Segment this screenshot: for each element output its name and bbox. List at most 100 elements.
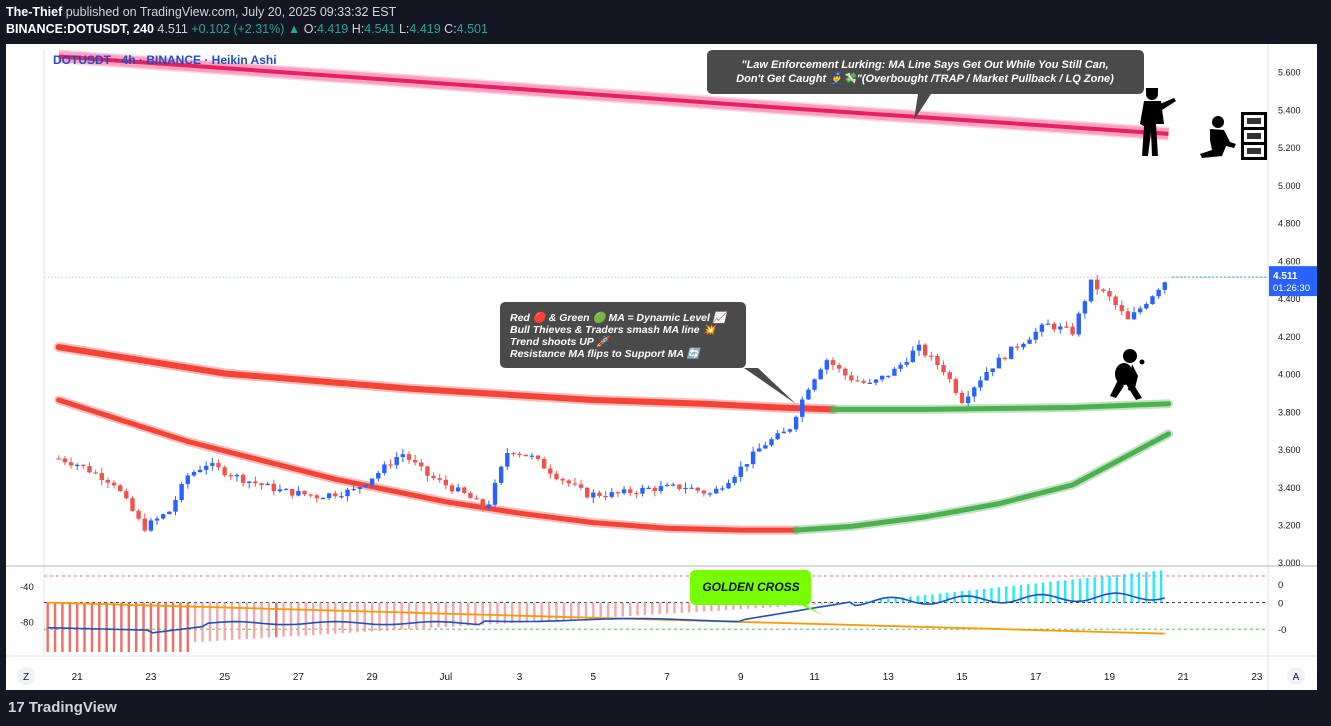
trap-callout[interactable]: "Law Enforcement Lurking: MA Line Says G… <box>707 50 1144 120</box>
candle-body <box>627 489 633 494</box>
histogram-bar <box>422 602 425 629</box>
candle-body <box>572 483 578 485</box>
candle-body <box>1119 305 1124 312</box>
candle-body <box>363 484 369 488</box>
price-tick-label: 3.800 <box>1278 407 1301 417</box>
histogram-bar <box>1145 571 1148 603</box>
candle-body <box>62 458 68 463</box>
histogram-bar <box>1064 580 1067 603</box>
candle-body <box>855 380 860 382</box>
histogram-bar <box>289 602 293 637</box>
histogram-bar <box>186 602 189 652</box>
candle-body <box>277 489 283 492</box>
histogram-bar <box>606 602 610 618</box>
histogram-bar <box>341 602 344 634</box>
chart-header: The-Thief published on TradingView.com, … <box>0 0 1331 44</box>
candle-body <box>750 451 756 465</box>
histogram-bar <box>1078 578 1082 603</box>
auto-scale-button[interactable] <box>1287 667 1305 685</box>
golden-cross-callout[interactable]: GOLDEN CROSS <box>690 570 824 616</box>
histogram-bar <box>98 602 101 652</box>
histogram-bar <box>746 602 750 609</box>
candle-body <box>234 474 240 477</box>
price-tick-label: 4.400 <box>1278 294 1301 304</box>
candles <box>56 274 1167 532</box>
candle-body <box>320 497 326 500</box>
candle-body <box>369 478 375 485</box>
last-price-tag[interactable] <box>1269 266 1317 297</box>
candle-body <box>1070 326 1075 335</box>
time-tick-label: 3 <box>517 672 523 683</box>
candle-body <box>1150 296 1155 305</box>
histogram-bar <box>732 602 735 610</box>
histogram-bar <box>1137 572 1141 603</box>
symbol-info: BINANCE:DOTUSDT, 240 4.511 +0.102 (+2.31… <box>6 22 488 36</box>
candle-body <box>345 489 350 497</box>
candle-body <box>1144 304 1149 309</box>
candle-body <box>781 431 787 434</box>
histogram-bar <box>208 602 212 642</box>
histogram-bar <box>599 602 602 618</box>
candle-body <box>468 492 473 499</box>
histogram-bar <box>393 602 396 631</box>
histogram-bar <box>1012 585 1015 603</box>
candle-body <box>1137 308 1143 313</box>
histogram-bar <box>68 602 72 652</box>
grid <box>6 44 1317 690</box>
candle-body <box>376 473 381 479</box>
histogram-bar <box>1086 578 1089 603</box>
histogram-bar <box>201 602 204 642</box>
candle-body <box>486 504 492 508</box>
chart-canvas[interactable]: 5.600 5.400 5.200 5.000 4.800 4.600 4.400 4.200… <box>6 44 1317 690</box>
histogram-bar <box>157 602 160 652</box>
author-name[interactable]: The-Thief <box>6 5 63 19</box>
candle-body <box>511 452 516 455</box>
histogram-bar <box>621 602 625 617</box>
oscillator-panel <box>44 570 1268 652</box>
symbol-name[interactable]: BINANCE:DOTUSDT, 240 <box>6 22 154 36</box>
candle-body <box>947 372 952 380</box>
price-tick-label: 4.200 <box>1278 332 1301 342</box>
candle-body <box>529 455 535 457</box>
candle-body <box>695 487 700 491</box>
candle-body <box>1162 282 1167 290</box>
candle-body <box>1015 346 1020 348</box>
histogram-bar <box>179 602 182 652</box>
candle-body <box>271 483 277 492</box>
candle-body <box>990 368 995 372</box>
candle-body <box>247 481 252 483</box>
candle-body <box>105 480 111 483</box>
candle-body <box>972 387 977 397</box>
candle-body <box>216 463 221 468</box>
candle-body <box>197 469 203 473</box>
candle-body <box>775 433 780 440</box>
candle-body <box>800 399 805 417</box>
candle-body <box>290 488 295 496</box>
zoom-button-label: Z <box>23 672 29 683</box>
histogram-bar <box>754 602 757 609</box>
histogram-bar <box>444 602 448 628</box>
candle-body <box>1107 291 1112 297</box>
histogram-bar <box>252 602 256 639</box>
candle-body <box>578 484 584 488</box>
histogram-bar <box>710 602 713 612</box>
candle-body <box>861 380 866 383</box>
candle-body <box>124 491 129 499</box>
candle-body <box>584 487 590 498</box>
ma-callout[interactable]: Red 🔴 & Green 🟢 MA = Dynamic Level 📈 Bul… <box>500 302 796 404</box>
candle-body <box>204 465 209 470</box>
price-tick-label: 5.000 <box>1278 181 1301 191</box>
tradingview-logo[interactable]: 17 TradingView <box>8 699 117 716</box>
candle-body <box>757 448 762 452</box>
candle-body <box>302 490 307 495</box>
histogram-bar <box>717 602 720 611</box>
zoom-button[interactable] <box>17 667 35 685</box>
chart-title: DOTUSDT · 4h · BINANCE · Heikin Ashi <box>53 53 277 67</box>
candle-body <box>412 459 418 463</box>
histogram-bar <box>1130 573 1133 603</box>
time-tick-label: 7 <box>664 672 670 683</box>
indicator-right-tick: -0 <box>1278 625 1286 636</box>
candle-body <box>591 492 596 498</box>
candle-body <box>726 482 731 489</box>
histogram-bar <box>651 602 654 615</box>
